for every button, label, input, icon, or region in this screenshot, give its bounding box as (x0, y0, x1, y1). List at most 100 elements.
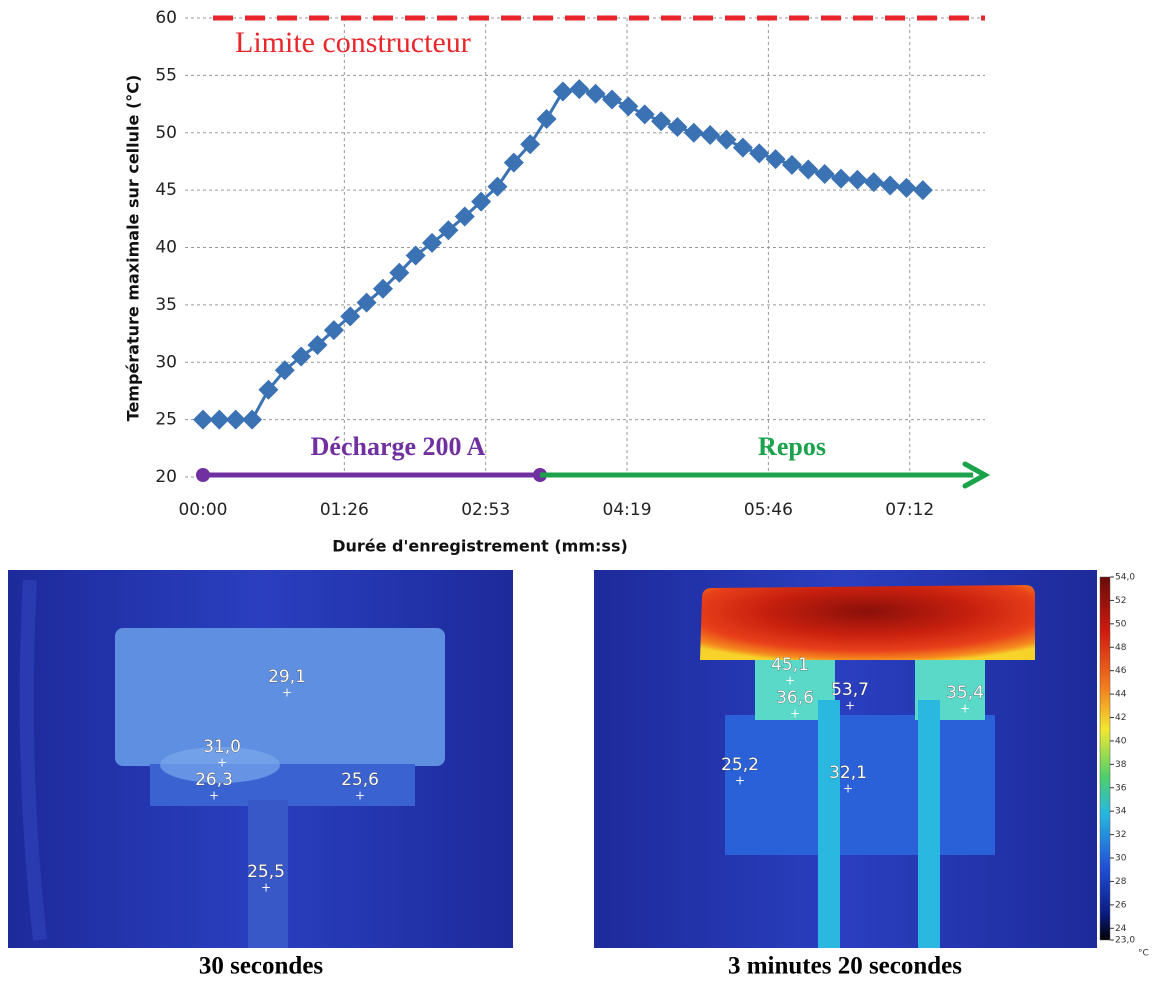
colorbar-label: 30 (1115, 854, 1127, 864)
data-point (422, 232, 443, 253)
cell (115, 628, 445, 766)
spot-cross: + (217, 756, 227, 770)
y-tick-label: 50 (155, 123, 177, 143)
spot-cross: + (960, 702, 970, 716)
data-point (569, 79, 590, 100)
colorbar-label: 23,0 (1115, 936, 1135, 946)
data-point (520, 134, 541, 155)
data-point (863, 172, 884, 193)
colorbar-label: 44 (1115, 690, 1127, 700)
x-tick-label: 04:19 (603, 500, 652, 520)
data-point (601, 89, 622, 110)
spot-cross: + (282, 686, 292, 700)
data-line (202, 87, 924, 422)
x-tick-label: 05:46 (744, 500, 793, 520)
colorbar-label: 50 (1115, 619, 1127, 629)
cable (248, 800, 288, 948)
data-point (798, 159, 819, 180)
y-tick-label: 25 (155, 410, 177, 430)
data-point (831, 168, 852, 189)
data-point (847, 169, 868, 190)
spot-label: 45,1 (771, 655, 809, 675)
colorbar-label: 54,0 (1115, 573, 1135, 583)
data-point (487, 176, 508, 197)
arrow-head (962, 461, 991, 489)
data-point (781, 154, 802, 175)
x-tick-label: 07:12 (885, 500, 934, 520)
terminals-zone (725, 715, 995, 855)
spot-cross: + (785, 674, 795, 688)
spot-label: 35,4 (946, 683, 984, 703)
spot-cross: + (845, 699, 855, 713)
x-tick-label: 00:00 (178, 500, 227, 520)
data-point (405, 245, 426, 266)
data-point (438, 220, 459, 241)
data-point (471, 191, 492, 212)
data-point (258, 379, 279, 400)
limit-label: Limite constructeur (235, 26, 471, 59)
colorbar (1099, 576, 1111, 941)
spot-label: 31,0 (203, 737, 241, 757)
data-point (749, 143, 770, 164)
data-point (503, 152, 524, 173)
y-tick-label: 30 (155, 352, 177, 372)
phase-dot (195, 468, 210, 482)
colorbar-label: 32 (1115, 830, 1126, 840)
cell-hot (700, 585, 1035, 660)
y-tick-label: 60 (155, 8, 177, 28)
colorbar-label: 34 (1115, 807, 1127, 817)
data-point (700, 125, 721, 146)
thermal-images: 29,1+31,0+26,3+25,6+25,5+30 secondes53,7… (8, 570, 1149, 980)
data-point (291, 346, 312, 367)
cable-left (818, 700, 840, 948)
spot-cross: + (735, 774, 745, 788)
data-point (651, 111, 672, 132)
data-point (536, 108, 557, 129)
spot-label: 25,6 (341, 770, 379, 790)
phase-label: Décharge 200 A (311, 432, 486, 461)
colorbar-label: 42 (1115, 713, 1126, 723)
spot-label: 25,2 (721, 755, 759, 775)
x-tick-label: 01:26 (320, 500, 369, 520)
data-point (765, 149, 786, 170)
data-point (732, 137, 753, 158)
spot-cross: + (355, 789, 365, 803)
colorbar-unit: °C (1138, 949, 1149, 959)
colorbar-label: 36 (1115, 783, 1127, 793)
colorbar-label: 52 (1115, 596, 1126, 606)
colorbar-label: 24 (1115, 924, 1127, 934)
spot-cross: + (843, 782, 853, 796)
spot-label: 53,7 (831, 680, 869, 700)
data-point (896, 177, 917, 198)
data-point (814, 164, 835, 185)
caption: 30 secondes (199, 953, 324, 980)
spot-label: 32,1 (829, 763, 867, 783)
data-point (880, 175, 901, 196)
data-point (307, 335, 328, 356)
data-point (372, 278, 393, 299)
y-tick-label: 35 (155, 295, 177, 315)
caption: 3 minutes 20 secondes (728, 953, 962, 980)
spot-label: 25,5 (247, 862, 285, 882)
spot-cross: + (261, 881, 271, 895)
spot-label: 26,3 (195, 770, 233, 790)
spot-cross: + (790, 707, 800, 721)
y-tick-label: 20 (155, 467, 177, 487)
x-tick-label: 02:53 (461, 500, 510, 520)
data-point (585, 83, 606, 104)
data-point (618, 96, 639, 117)
data-point (209, 409, 230, 430)
data-point (389, 262, 410, 283)
spot-cross: + (209, 789, 219, 803)
data-point (716, 129, 737, 150)
colorbar-label: 26 (1115, 900, 1127, 910)
y-tick-label: 45 (155, 180, 177, 200)
data-point (912, 180, 933, 201)
y-axis-title: Température maximale sur cellule (°C) (124, 75, 143, 422)
phase-label: Repos (758, 432, 826, 461)
data-point (192, 409, 213, 430)
data-point (634, 104, 655, 125)
chart: Durée d'enregistrement (mm:ss) Températu… (124, 8, 991, 556)
data-point (454, 206, 475, 227)
